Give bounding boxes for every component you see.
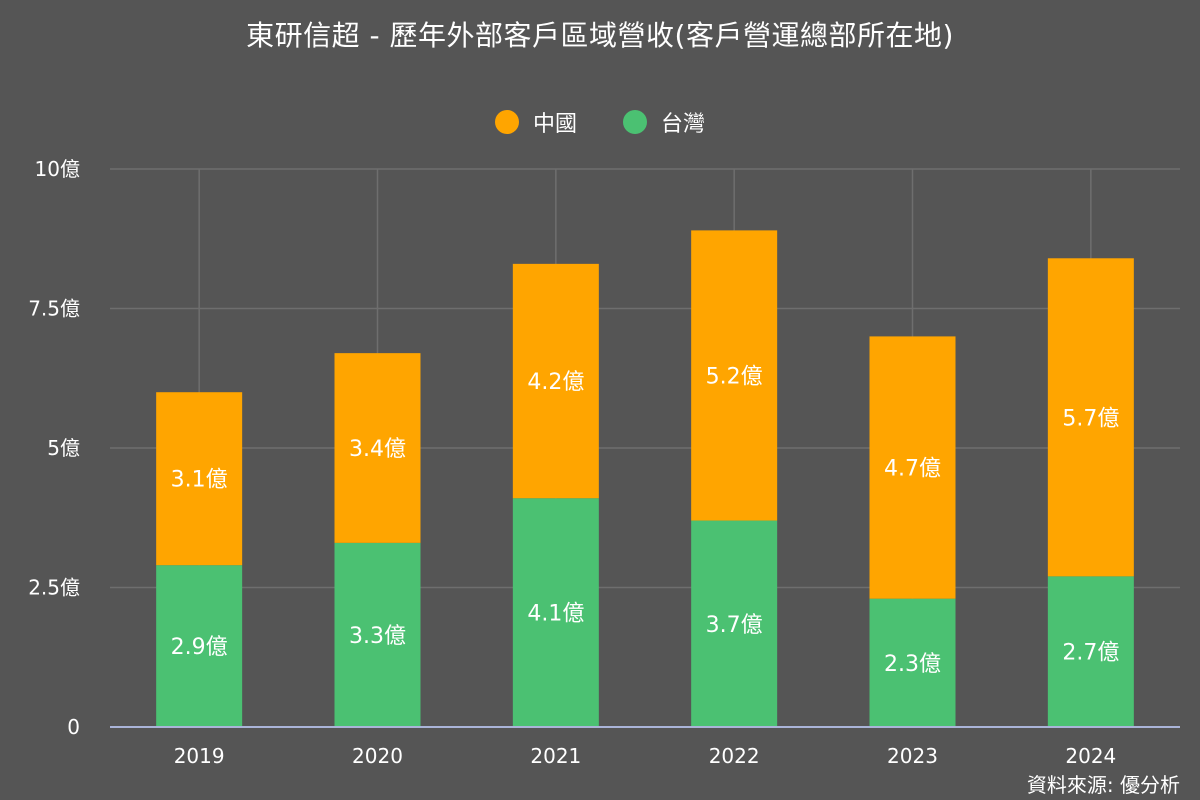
bar-taiwan xyxy=(869,598,956,727)
legend-swatch-taiwan xyxy=(623,110,647,134)
y-tick-label: 5億 xyxy=(47,436,80,460)
bar-china xyxy=(691,230,778,521)
bar-taiwan xyxy=(1047,576,1134,727)
x-tick-label: 2022 xyxy=(709,744,760,768)
data-label-china: 4.7億 xyxy=(884,457,941,482)
legend-item-china: 中國 xyxy=(494,106,577,138)
chart-title: 東研信超 - 歷年外部客戶區域營收(客戶營運總部所在地) xyxy=(246,19,954,52)
bar-china xyxy=(156,392,243,566)
bar-taiwan xyxy=(156,565,243,727)
data-label-taiwan: 2.9億 xyxy=(171,635,228,660)
data-label-china: 5.2億 xyxy=(706,364,763,389)
bar-china xyxy=(1047,258,1134,577)
bar-taiwan xyxy=(512,498,599,727)
data-label-taiwan: 2.3億 xyxy=(884,652,941,677)
x-tick-label: 2023 xyxy=(887,744,938,768)
data-label-taiwan: 3.3億 xyxy=(349,624,406,649)
x-tick-label: 2021 xyxy=(530,744,581,768)
data-label-taiwan: 2.7億 xyxy=(1062,641,1119,666)
legend-label-taiwan: 台灣 xyxy=(661,112,706,137)
x-tick-label: 2019 xyxy=(174,744,225,768)
bar-china xyxy=(512,263,599,499)
y-tick-label: 10億 xyxy=(35,157,80,181)
bar-china xyxy=(334,353,421,543)
y-tick-label: 0 xyxy=(67,715,80,739)
x-tick-label: 2020 xyxy=(352,744,403,768)
bar-china xyxy=(869,336,956,599)
data-label-china: 5.7億 xyxy=(1062,406,1119,431)
data-label-china: 3.1億 xyxy=(171,468,228,493)
x-tick-label: 2024 xyxy=(1065,744,1116,768)
data-label-taiwan: 4.1億 xyxy=(527,602,584,627)
legend: 中國 台灣 xyxy=(0,106,1200,138)
bar-taiwan xyxy=(691,520,778,727)
legend-swatch-china xyxy=(494,110,519,134)
legend-item-taiwan: 台灣 xyxy=(623,106,705,138)
y-tick-label: 2.5億 xyxy=(28,576,80,600)
source-note: 資料來源: 優分析 xyxy=(1026,773,1180,797)
bar-taiwan xyxy=(334,542,421,727)
data-label-china: 4.2億 xyxy=(527,370,584,395)
legend-label-china: 中國 xyxy=(532,112,577,137)
y-tick-label: 7.5億 xyxy=(28,297,80,321)
data-label-china: 3.4億 xyxy=(349,437,406,462)
data-label-taiwan: 3.7億 xyxy=(706,613,763,638)
